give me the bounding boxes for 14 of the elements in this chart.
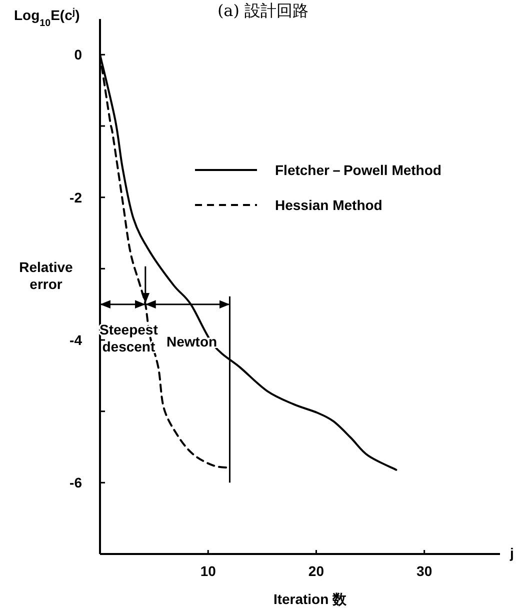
title: (a) 設計回路 <box>217 1 309 20</box>
ytick: 0 <box>74 46 82 63</box>
ytick: -4 <box>70 332 82 348</box>
legend-label: Fletcher－Powell Method <box>275 162 442 178</box>
xlabel: Iteration 数 <box>273 591 347 607</box>
ytick: -6 <box>70 474 82 491</box>
ytick: -2 <box>70 189 82 206</box>
xtick: 10 <box>200 563 216 579</box>
xtick: 30 <box>416 563 432 579</box>
annotation: Relative error <box>19 259 73 292</box>
legend-label: Hessian Method <box>275 197 382 213</box>
ylabel: Log$_{10}$E(c$^{j}$) <box>14 6 80 28</box>
annotation: j <box>510 545 514 561</box>
xtick: 20 <box>308 563 324 579</box>
